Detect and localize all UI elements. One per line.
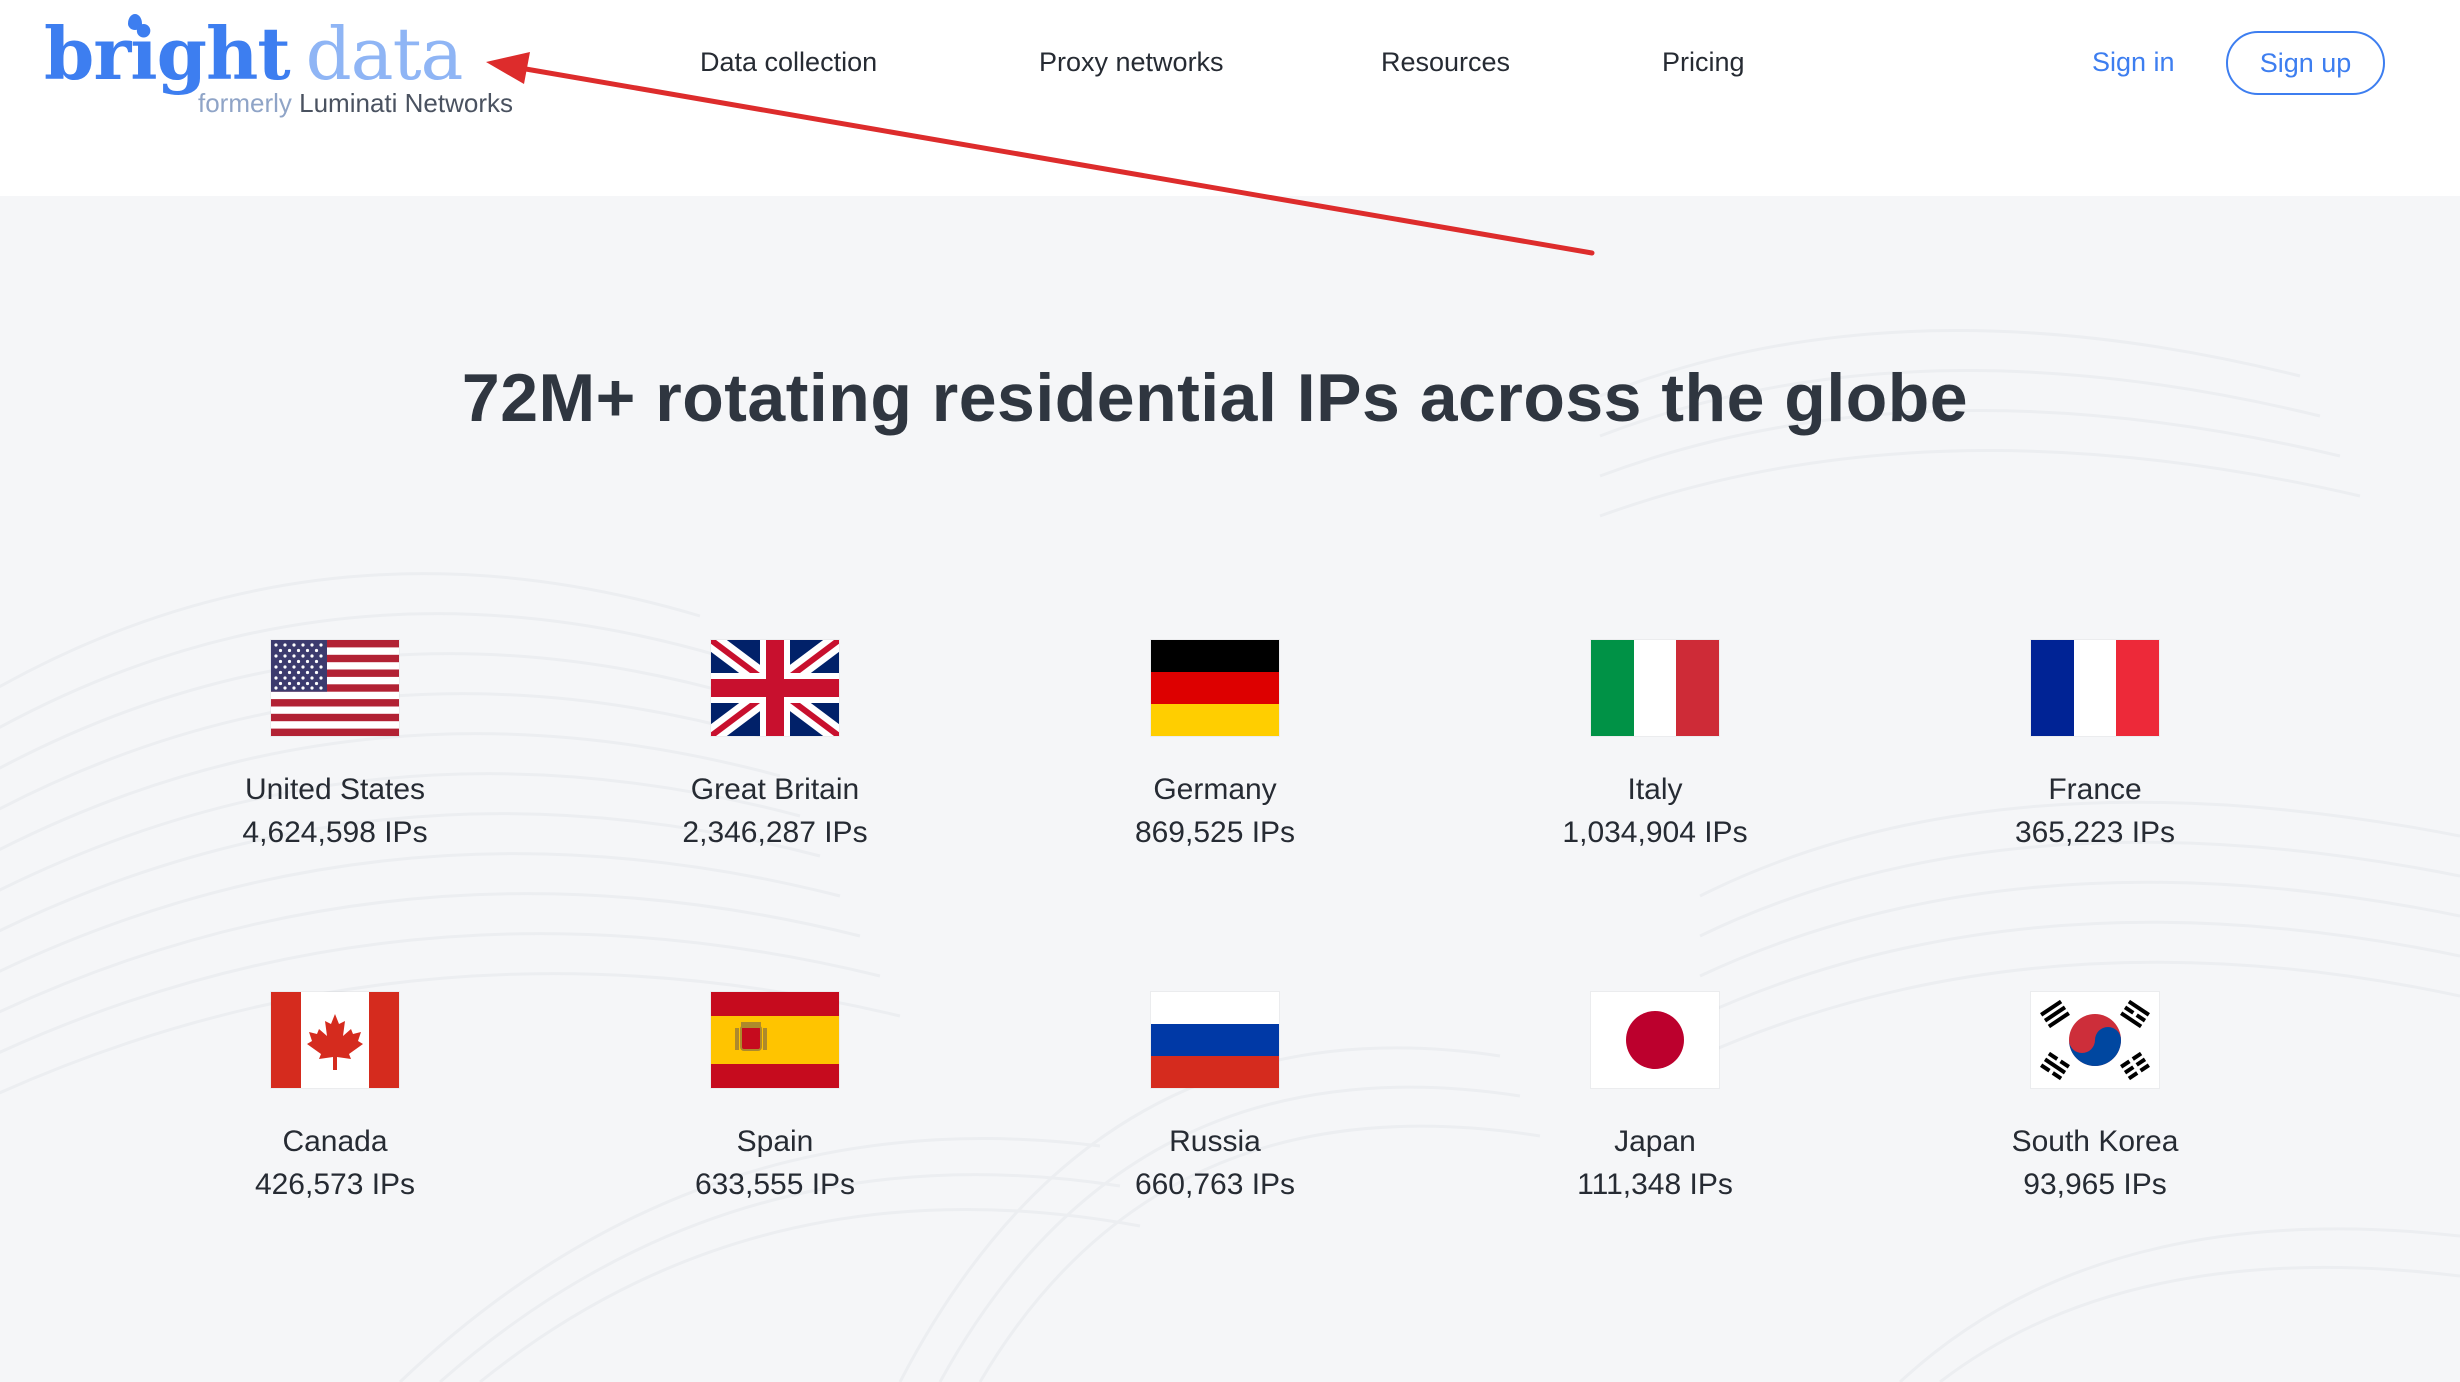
main-section: 72M+ rotating residential IPs across the… <box>0 196 2460 1382</box>
logo-subtitle-former-name: Luminati Networks <box>299 88 513 118</box>
country-ip-count: 660,763 IPs <box>1134 1168 1296 1201</box>
de-flag-icon <box>1151 640 1279 736</box>
logo-brand-bright: bright <box>44 11 291 96</box>
bright-data-logo[interactable]: bright data formerly Luminati Networks <box>44 8 524 119</box>
country-ip-count: 1,034,904 IPs <box>1562 816 1748 849</box>
es-flag-icon <box>711 992 839 1088</box>
logo-wordmark: bright data <box>44 11 464 96</box>
logo-brand-data: data <box>305 12 464 96</box>
gb-flag-icon <box>711 640 839 736</box>
us-flag-icon <box>271 640 399 736</box>
country-name: Germany <box>1153 773 1277 806</box>
ca-flag-icon <box>271 992 399 1088</box>
country-name: Spain <box>736 1125 814 1158</box>
country-name: Russia <box>1169 1125 1261 1158</box>
country-ip-count: 111,348 IPs <box>1577 1168 1733 1201</box>
country-name: Japan <box>1614 1125 1696 1158</box>
jp-flag-icon <box>1591 992 1719 1088</box>
logo-subtitle: formerly Luminati Networks <box>198 88 513 118</box>
logo-droplet-icon <box>128 14 142 30</box>
fr-flag-icon <box>2031 640 2159 736</box>
country-name: United States <box>244 773 426 806</box>
site-header: bright data formerly Luminati Networks Da… <box>0 0 2460 196</box>
ru-flag-icon <box>1151 992 1279 1088</box>
nav-pricing[interactable]: Pricing <box>1662 47 1745 77</box>
country-name: South Korea <box>2011 1125 2179 1158</box>
it-flag-icon <box>1591 640 1719 736</box>
sign-in-link[interactable]: Sign in <box>2092 47 2175 77</box>
country-ip-count: 4,624,598 IPs <box>242 816 428 849</box>
country-ip-count: 869,525 IPs <box>1134 816 1296 849</box>
country-name: France <box>2048 773 2142 806</box>
country-ip-count: 2,346,287 IPs <box>682 816 868 849</box>
country-name: Canada <box>282 1125 388 1158</box>
page-headline: 72M+ rotating residential IPs across the… <box>461 360 1969 436</box>
nav-resources[interactable]: Resources <box>1381 47 1511 77</box>
country-name: Great Britain <box>690 773 860 806</box>
logo-subtitle-formerly: formerly <box>198 88 292 118</box>
fingerprint-background-pattern <box>0 329 2460 1382</box>
nav-data-collection[interactable]: Data collection <box>700 47 878 77</box>
country-ip-count: 426,573 IPs <box>254 1168 416 1201</box>
kr-flag-icon <box>2031 992 2159 1088</box>
country-ip-count: 93,965 IPs <box>2023 1168 2167 1201</box>
country-ip-count: 365,223 IPs <box>2014 816 2176 849</box>
country-ip-count: 633,555 IPs <box>694 1168 856 1201</box>
nav-proxy-networks[interactable]: Proxy networks <box>1039 47 1224 77</box>
sign-up-button[interactable]: Sign up <box>2226 31 2385 95</box>
country-name: Italy <box>1627 773 1683 806</box>
